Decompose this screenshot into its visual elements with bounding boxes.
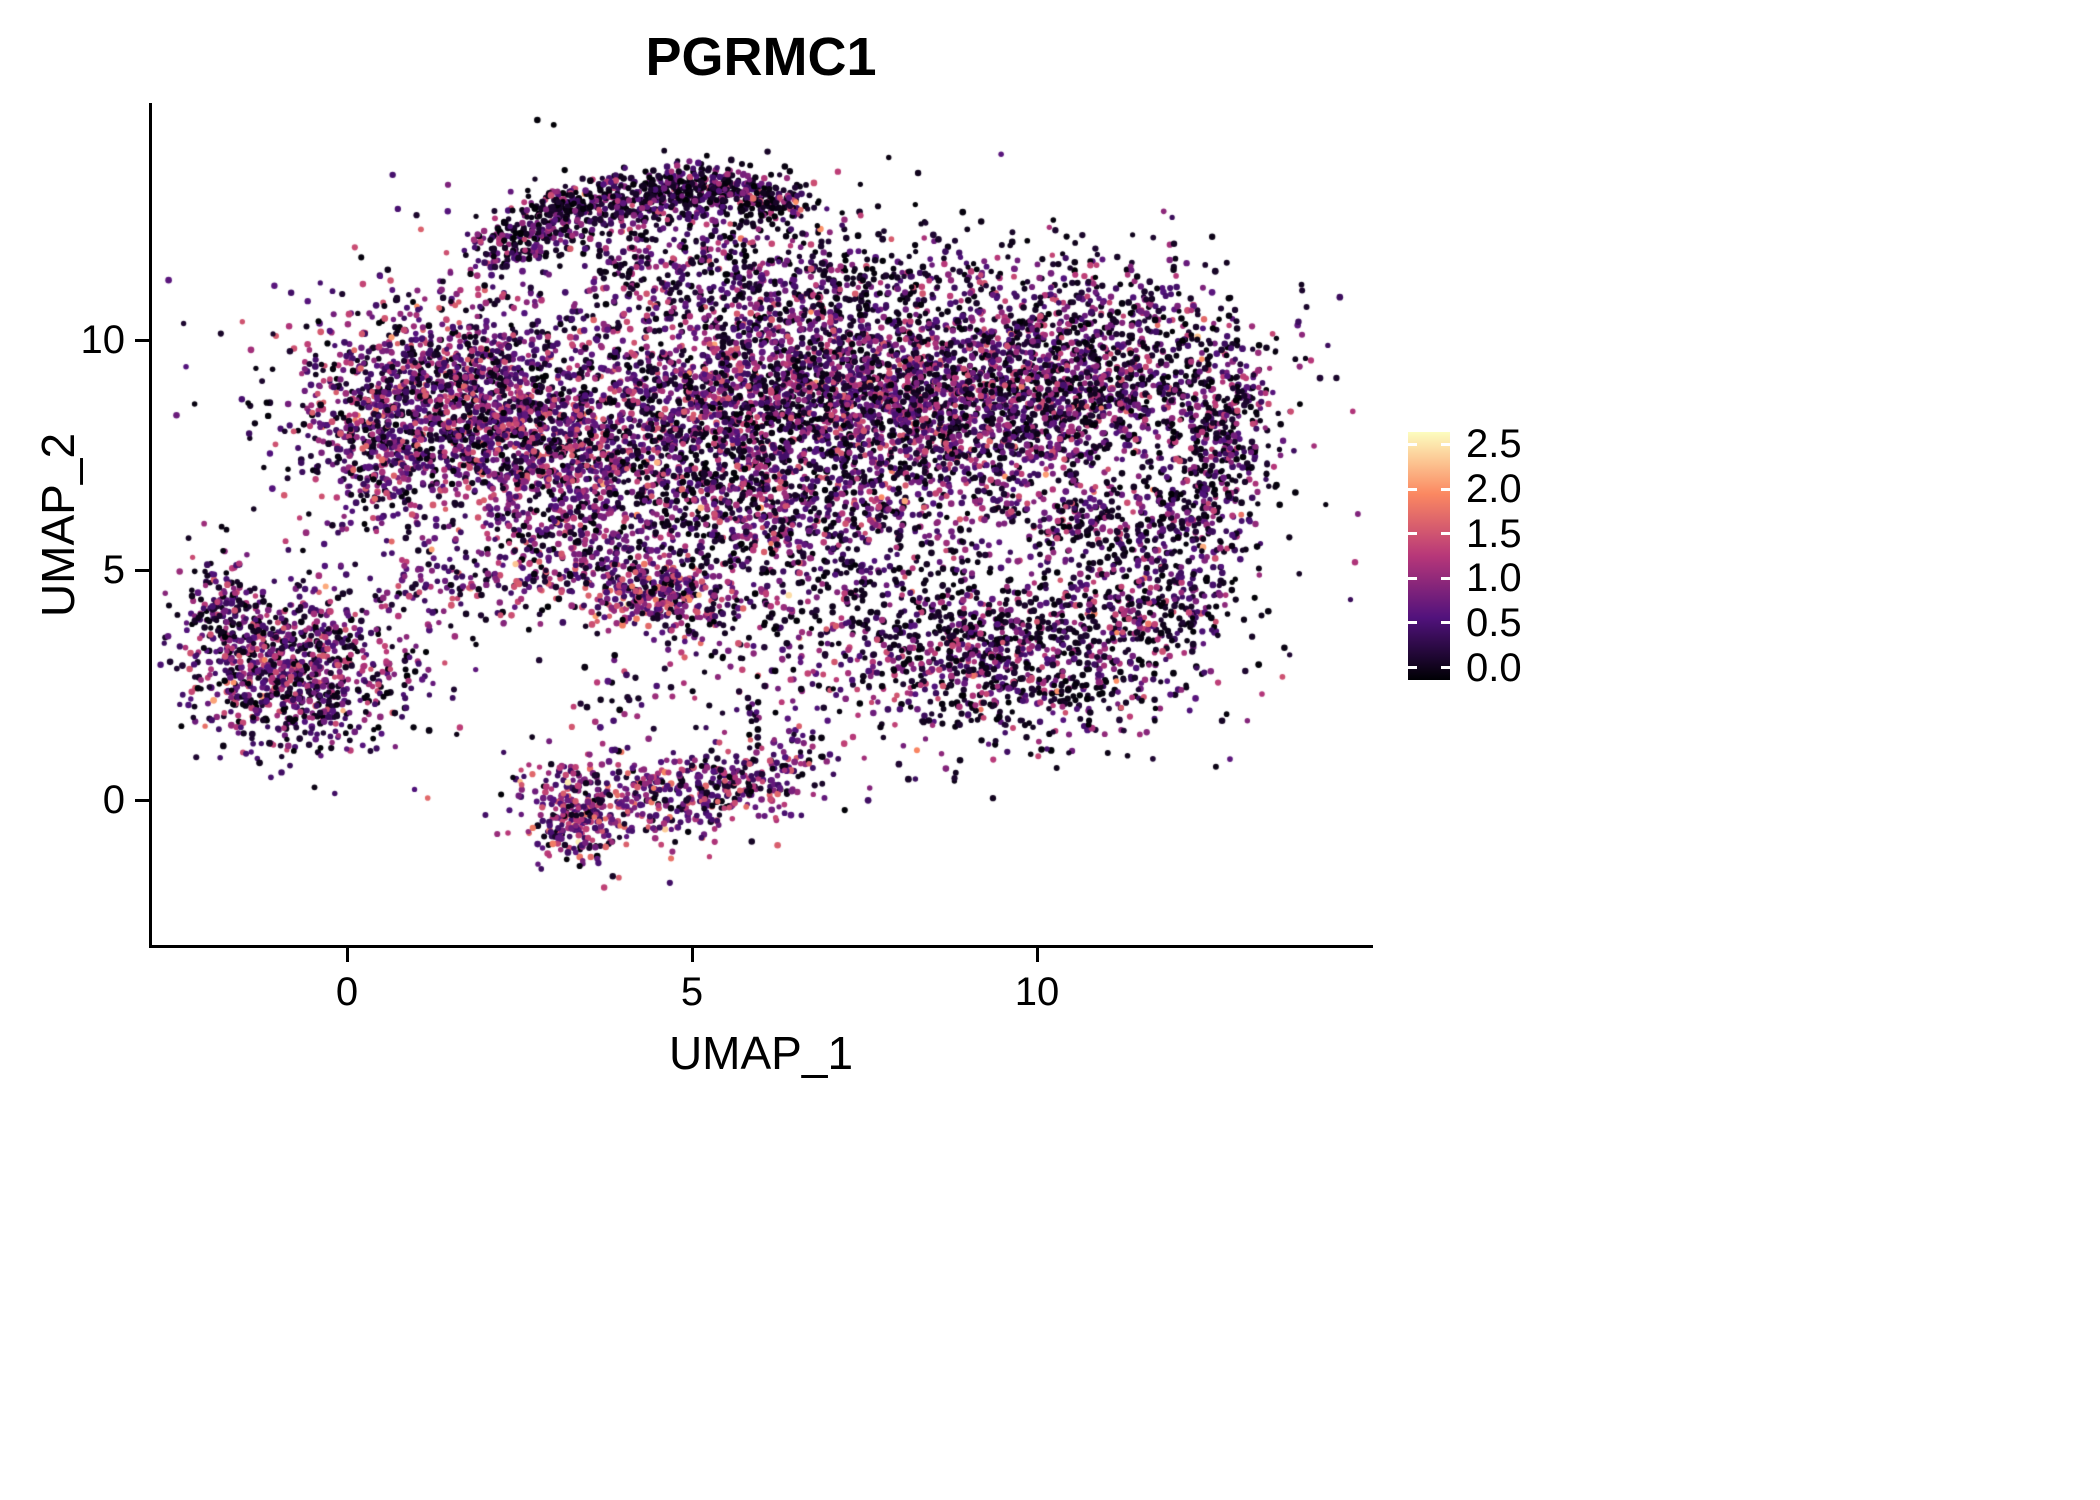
plot-title: PGRMC1 xyxy=(645,27,877,87)
colorbar-tick-mark xyxy=(1441,621,1450,625)
colorbar-tick-label: 0.5 xyxy=(1466,600,1522,645)
colorbar-tick-mark xyxy=(1441,442,1450,446)
x-tick-mark xyxy=(345,948,349,962)
x-axis-label: UMAP_1 xyxy=(668,1027,854,1079)
colorbar xyxy=(1408,432,1450,680)
y-tick-mark xyxy=(135,798,149,802)
colorbar-tick-mark xyxy=(1408,532,1417,536)
x-tick-label: 10 xyxy=(1014,970,1060,1014)
colorbar-tick-mark xyxy=(1441,487,1450,491)
x-tick-label: 0 xyxy=(335,970,359,1014)
colorbar-tick-mark xyxy=(1441,576,1450,580)
colorbar-gradient xyxy=(1408,432,1450,680)
y-tick-label: 10 xyxy=(80,318,126,362)
y-axis-line xyxy=(149,103,152,948)
colorbar-tick-mark xyxy=(1408,666,1417,670)
y-tick-mark xyxy=(135,338,149,342)
x-tick-mark xyxy=(1035,948,1039,962)
colorbar-tick-mark xyxy=(1408,621,1417,625)
colorbar-tick-label: 0.0 xyxy=(1466,645,1522,690)
y-tick-label: 5 xyxy=(102,548,125,592)
x-tick-mark xyxy=(690,948,694,962)
colorbar-tick-label: 2.5 xyxy=(1466,422,1522,467)
x-axis-line xyxy=(149,945,1373,948)
colorbar-tick-mark xyxy=(1408,576,1417,580)
y-tick-label: 0 xyxy=(102,778,125,822)
x-tick-label: 5 xyxy=(680,970,704,1014)
y-tick-mark xyxy=(135,568,149,572)
plot-panel xyxy=(152,105,1370,945)
colorbar-tick-label: 2.0 xyxy=(1466,467,1522,512)
colorbar-tick-mark xyxy=(1441,532,1450,536)
colorbar-tick-mark xyxy=(1408,442,1417,446)
colorbar-tick-label: 1.0 xyxy=(1466,556,1522,601)
colorbar-tick-mark xyxy=(1408,487,1417,491)
scatter-canvas xyxy=(152,105,1370,945)
colorbar-tick-mark xyxy=(1441,666,1450,670)
colorbar-tick-label: 1.5 xyxy=(1466,511,1522,556)
y-axis-label: UMAP_2 xyxy=(32,432,84,618)
